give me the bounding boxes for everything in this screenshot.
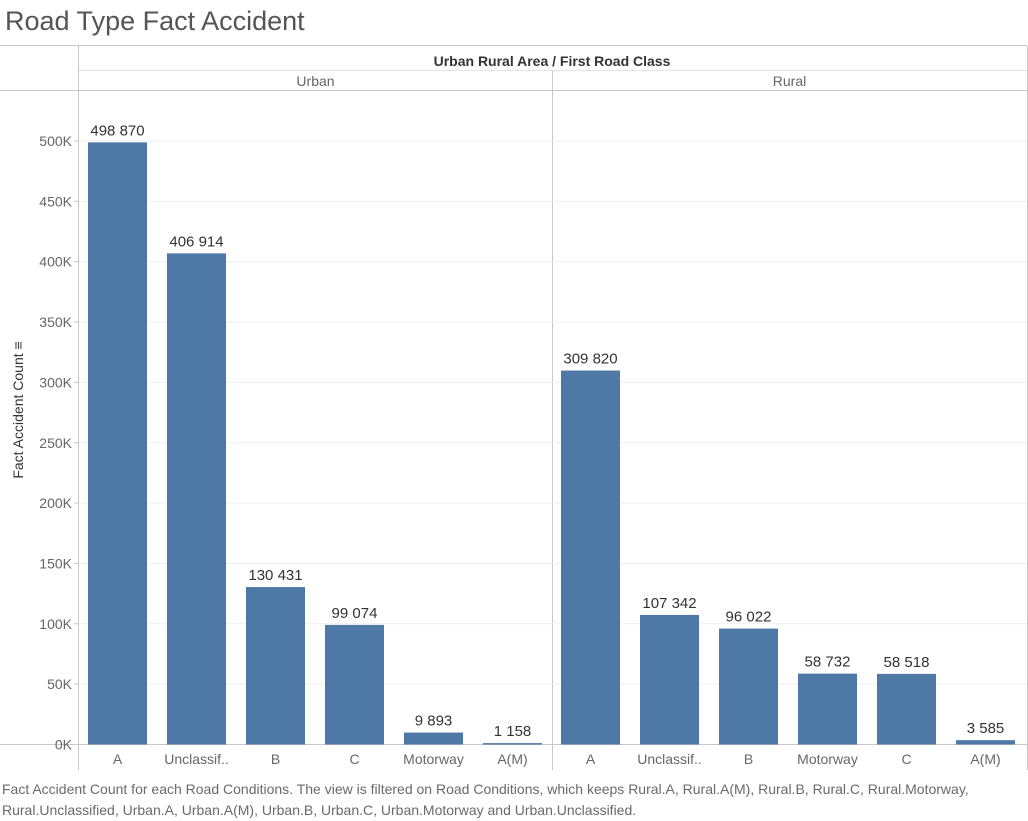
data-label: 498 870	[90, 122, 144, 139]
y-tick-label: 350K	[39, 314, 72, 330]
bar-chart: 498 870 406 914 130 431 99 074 9 893 1 158 309…	[0, 45, 1028, 770]
bar	[483, 743, 542, 745]
bar	[561, 370, 620, 745]
y-tick-label: 100K	[39, 616, 72, 632]
x-tick-label: Unclassif..	[637, 751, 702, 767]
x-tick-label: Motorway	[797, 751, 858, 767]
bar	[246, 587, 305, 745]
gridlines	[79, 140, 1027, 685]
data-label: 9 893	[415, 713, 453, 730]
bar	[404, 732, 463, 745]
y-tick-label: 0K	[55, 737, 73, 753]
bar	[325, 624, 384, 745]
y-tick-label: 450K	[39, 193, 72, 209]
data-label: 1 158	[494, 723, 532, 740]
bars	[88, 142, 1015, 745]
data-label: 406 914	[169, 233, 223, 250]
bar	[640, 614, 699, 745]
x-tick-label: B	[271, 751, 280, 767]
y-axis-title: Fact Accident Count ≡	[10, 341, 26, 478]
data-label: 58 732	[805, 654, 851, 671]
data-label: 3 585	[967, 720, 1005, 737]
bar	[956, 740, 1015, 745]
bar	[719, 628, 778, 745]
x-tick-label: C	[349, 751, 359, 767]
page-title: Road Type Fact Accident	[5, 6, 305, 36]
y-tick-label: 250K	[39, 435, 72, 451]
y-axis: 0K 50K 100K 150K 200K 250K 300K 350K 400K 450K 500…	[39, 133, 79, 753]
x-tick-label: A(M)	[497, 751, 527, 767]
data-label: 107 342	[642, 595, 696, 612]
data-label: 309 820	[563, 351, 617, 368]
x-tick-label: C	[901, 751, 911, 767]
bar	[877, 673, 936, 745]
y-tick-label: 150K	[39, 555, 72, 571]
data-label: 58 518	[884, 654, 930, 671]
x-axis: Urban A Unclassif.. B C Motorway A(M) Rural A Unc…	[113, 73, 1001, 767]
caption: Fact Accident Count for each Road Condit…	[2, 781, 969, 818]
y-tick-label: 300K	[39, 374, 72, 390]
chart-frame	[0, 45, 1028, 770]
y-tick-label: 500K	[39, 133, 72, 149]
x-tick-label: Motorway	[403, 751, 464, 767]
y-tick-label: 400K	[39, 254, 72, 270]
data-label: 99 074	[332, 605, 378, 622]
bar	[88, 142, 147, 745]
x-tick-label: A	[113, 751, 123, 767]
y-tick-label: 50K	[47, 676, 73, 692]
bar	[167, 253, 226, 745]
y-tick-label: 200K	[39, 495, 72, 511]
bar	[798, 673, 857, 745]
x-tick-label: A(M)	[970, 751, 1000, 767]
data-label: 130 431	[248, 567, 302, 584]
data-labels: 498 870 406 914 130 431 99 074 9 893 1 158 309…	[90, 122, 1004, 740]
x-tick-label: B	[744, 751, 753, 767]
x-tick-label: A	[586, 751, 596, 767]
panel-header-rural: Rural	[773, 73, 806, 89]
x-tick-label: Unclassif..	[164, 751, 229, 767]
panel-header-urban: Urban	[296, 73, 334, 89]
header-title: Urban Rural Area / First Road Class	[434, 53, 671, 69]
data-label: 96 022	[726, 609, 772, 626]
